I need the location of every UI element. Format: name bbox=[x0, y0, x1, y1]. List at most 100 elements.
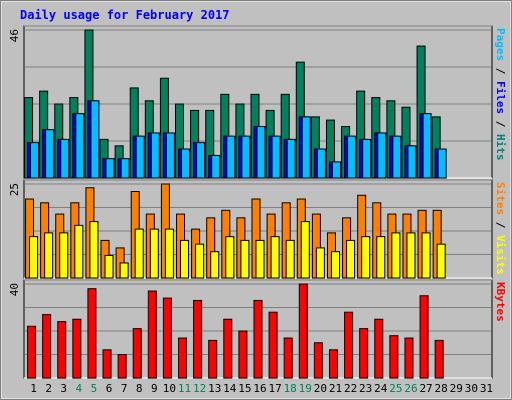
bar-sites-day-3 bbox=[59, 232, 69, 279]
bar-sites-day-11 bbox=[180, 239, 190, 279]
x-tick-label-day-4: 4 bbox=[76, 382, 83, 395]
bar-pages-day-25 bbox=[392, 135, 402, 179]
bar-pages-day-21 bbox=[331, 161, 341, 179]
bar-pages-day-9 bbox=[150, 132, 160, 179]
x-tick-label-day-2: 2 bbox=[45, 382, 52, 395]
bar-pages-day-13 bbox=[211, 154, 221, 179]
x-tick-label-day-14: 14 bbox=[223, 382, 237, 395]
bar-pages-day-16 bbox=[256, 126, 266, 179]
visits-panel: 25 Sites / Visits bbox=[8, 179, 507, 279]
x-tick-label-day-5: 5 bbox=[91, 382, 98, 395]
visits-panel-max-label: 25 bbox=[8, 183, 21, 196]
x-tick-label-day-11: 11 bbox=[178, 382, 191, 395]
bar-sites-day-20 bbox=[315, 247, 325, 279]
bar-kbytes-day-15 bbox=[238, 330, 248, 379]
bar-pages-day-5 bbox=[90, 100, 100, 179]
bar-pages-day-28 bbox=[437, 148, 447, 179]
x-tick-label-day-21: 21 bbox=[329, 382, 342, 395]
bar-kbytes-day-6 bbox=[102, 349, 112, 379]
bar-sites-day-17 bbox=[270, 236, 280, 279]
x-tick-label-day-25: 25 bbox=[389, 382, 402, 395]
x-tick-label-day-22: 22 bbox=[344, 382, 357, 395]
bar-kbytes-day-12 bbox=[193, 299, 203, 379]
bar-pages-day-1 bbox=[30, 142, 40, 179]
bar-pages-day-23 bbox=[362, 138, 372, 179]
x-tick-label-day-23: 23 bbox=[359, 382, 372, 395]
bar-pages-day-27 bbox=[422, 113, 432, 179]
bar-pages-day-3 bbox=[60, 138, 70, 179]
hits-panel: 46 Pages / Files / Hits bbox=[8, 25, 507, 179]
visits-panel-legend-segment: Visits bbox=[494, 235, 507, 275]
bar-sites-day-25 bbox=[391, 232, 401, 279]
bar-pages-day-14 bbox=[226, 135, 236, 179]
bar-kbytes-day-1 bbox=[27, 325, 37, 379]
bar-kbytes-day-3 bbox=[57, 321, 67, 379]
x-tick-label-day-13: 13 bbox=[208, 382, 221, 395]
x-tick-label-day-1: 1 bbox=[30, 382, 37, 395]
bar-kbytes-day-22 bbox=[344, 311, 354, 379]
x-tick-label-day-9: 9 bbox=[151, 382, 158, 395]
bar-kbytes-day-25 bbox=[389, 335, 399, 379]
bar-kbytes-day-13 bbox=[208, 339, 218, 379]
hits-panel-legend-label: Pages / Files / Hits bbox=[494, 28, 507, 161]
chart-panels: 46 Pages / Files / Hits 25 Sites / Visits 40… bbox=[8, 25, 507, 379]
bar-kbytes-day-5 bbox=[87, 288, 97, 379]
x-tick-label-day-15: 15 bbox=[238, 382, 251, 395]
bar-pages-day-11 bbox=[181, 148, 191, 179]
bar-sites-day-8 bbox=[134, 228, 144, 279]
bar-sites-day-19 bbox=[300, 221, 310, 279]
bar-pages-day-24 bbox=[377, 132, 387, 179]
kbytes-panel-series-kbytes bbox=[27, 283, 444, 379]
x-tick-label-day-8: 8 bbox=[136, 382, 143, 395]
hits-panel-legend-segment: / bbox=[494, 61, 507, 81]
x-tick-label-day-29: 29 bbox=[450, 382, 463, 395]
x-tick-label-day-16: 16 bbox=[253, 382, 266, 395]
bar-kbytes-day-19 bbox=[298, 283, 308, 379]
bar-pages-day-10 bbox=[165, 132, 175, 179]
bar-kbytes-day-21 bbox=[328, 349, 338, 379]
bar-kbytes-day-26 bbox=[404, 337, 414, 379]
bar-pages-day-2 bbox=[45, 129, 55, 179]
bar-sites-day-6 bbox=[104, 254, 114, 279]
hits-panel-legend-segment: Files bbox=[494, 81, 507, 114]
kbytes-panel-legend-label: KBytes bbox=[494, 282, 507, 322]
hits-panel-legend-segment: Hits bbox=[494, 134, 507, 161]
x-tick-label-day-3: 3 bbox=[60, 382, 67, 395]
hits-panel-series-pages bbox=[30, 100, 447, 179]
x-axis-tick-labels: 1 2 3 4 5 6 7 8 9 10 11 12 13 14 15 16 17 18 19 20 21 22 23 24 2… bbox=[30, 382, 493, 395]
bar-kbytes-day-17 bbox=[268, 311, 278, 379]
x-tick-label-day-18: 18 bbox=[284, 382, 297, 395]
x-tick-label-day-20: 20 bbox=[314, 382, 327, 395]
x-tick-label-day-26: 26 bbox=[404, 382, 417, 395]
bar-kbytes-day-14 bbox=[223, 318, 233, 379]
bar-kbytes-day-10 bbox=[162, 297, 172, 379]
bar-kbytes-day-23 bbox=[359, 328, 369, 379]
bar-kbytes-day-7 bbox=[117, 354, 127, 379]
bar-kbytes-day-18 bbox=[283, 337, 293, 379]
kbytes-panel: 40 KBytes bbox=[8, 279, 507, 379]
bar-pages-day-4 bbox=[75, 113, 85, 179]
x-tick-label-day-7: 7 bbox=[121, 382, 128, 395]
bar-kbytes-day-27 bbox=[419, 295, 429, 379]
bar-pages-day-26 bbox=[407, 145, 417, 179]
bar-pages-day-6 bbox=[105, 158, 115, 179]
bar-pages-day-7 bbox=[120, 158, 130, 179]
x-tick-label-day-24: 24 bbox=[374, 382, 388, 395]
bar-kbytes-day-2 bbox=[42, 314, 52, 379]
bar-pages-day-22 bbox=[347, 135, 357, 179]
bar-sites-day-28 bbox=[436, 243, 446, 279]
bar-sites-day-7 bbox=[119, 262, 129, 279]
hits-panel-legend-segment: / bbox=[494, 114, 507, 134]
bar-sites-day-26 bbox=[406, 232, 416, 279]
bar-sites-day-24 bbox=[376, 236, 386, 279]
x-tick-label-day-30: 30 bbox=[465, 382, 478, 395]
bar-pages-day-19 bbox=[301, 116, 311, 179]
bar-sites-day-12 bbox=[195, 243, 205, 279]
bar-sites-day-18 bbox=[285, 239, 295, 279]
bar-pages-day-8 bbox=[135, 135, 145, 179]
bar-sites-day-27 bbox=[421, 232, 431, 279]
bar-sites-day-22 bbox=[346, 239, 356, 279]
x-tick-label-day-31: 31 bbox=[480, 382, 493, 395]
x-tick-label-day-27: 27 bbox=[419, 382, 432, 395]
